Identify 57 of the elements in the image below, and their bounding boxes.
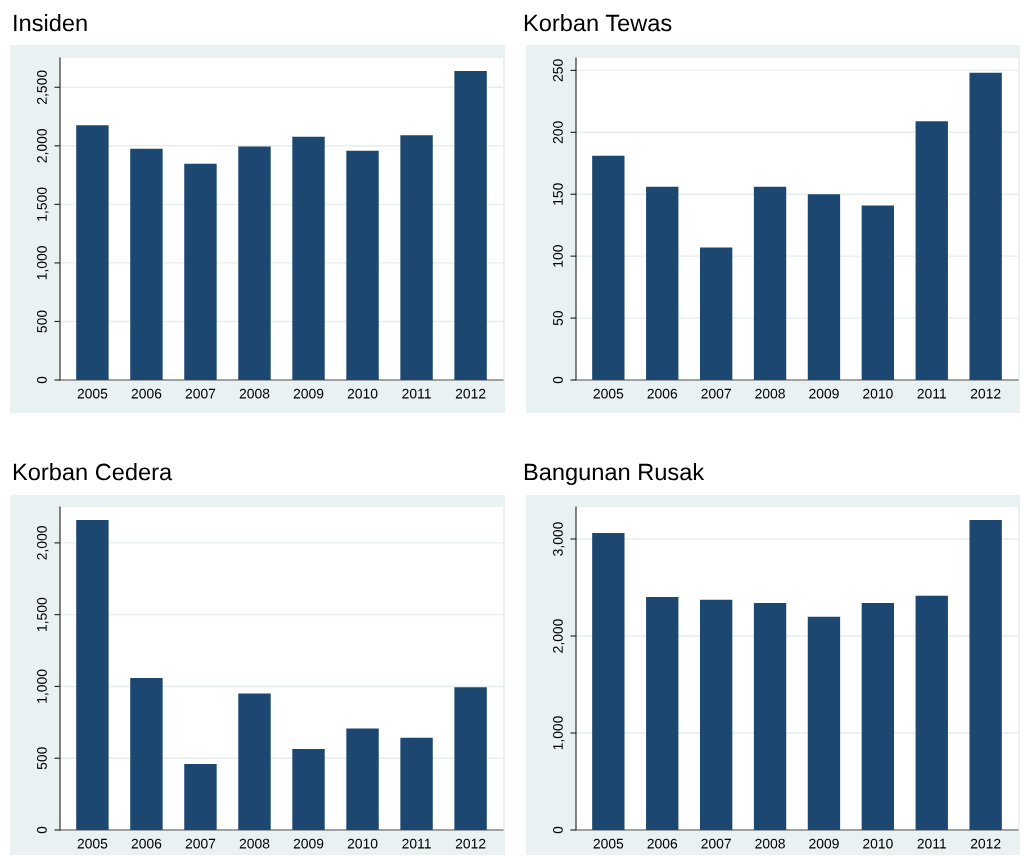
- x-tick-label: 2005: [593, 388, 624, 399]
- x-tick-label: 2011: [402, 388, 431, 399]
- x-tick-label: 2006: [647, 838, 678, 849]
- x-tick-label: 2008: [239, 388, 270, 399]
- y-tick-label: 0: [553, 376, 563, 384]
- x-tick-label: 2009: [293, 388, 324, 399]
- x-tick-label: 2009: [293, 838, 324, 849]
- y-tick-label: 1,500: [37, 597, 49, 631]
- y-tick-label: 2,000: [553, 619, 565, 653]
- y-tick-label: 1,000: [37, 669, 49, 703]
- x-tick-label: 2007: [185, 388, 216, 399]
- y-tick-label: 150: [553, 183, 563, 205]
- y-tick-label: 0: [37, 376, 47, 384]
- x-tick-label: 2006: [131, 838, 162, 849]
- y-tick-label: 50: [553, 310, 563, 326]
- y-tick-label: 1,500: [37, 187, 49, 221]
- x-tick-label: 2012: [455, 388, 486, 399]
- chart-title: Korban Tewas: [524, 14, 672, 32]
- x-tick-label: 2007: [701, 838, 731, 849]
- x-tick-label: 2006: [131, 388, 162, 399]
- x-tick-label: 2011: [402, 838, 431, 849]
- y-tick-label: 0: [37, 826, 47, 834]
- y-tick-label: 0: [553, 826, 563, 834]
- x-tick-label: 2008: [755, 388, 785, 399]
- y-tick-label: 200: [553, 121, 563, 144]
- y-tick-label: 2,000: [37, 526, 49, 560]
- x-tick-label: 2009: [809, 838, 839, 849]
- y-tick-label: 500: [37, 310, 47, 333]
- chart-title: Insiden: [14, 14, 87, 32]
- x-tick-label: 2012: [970, 838, 1001, 849]
- y-tick-label: 1,000: [553, 716, 565, 750]
- x-tick-label: 2010: [863, 838, 893, 849]
- y-tick-label: 2,000: [37, 128, 49, 163]
- y-tick-label: 2,500: [37, 70, 49, 104]
- x-tick-label: 2010: [347, 838, 378, 849]
- x-tick-label: 2009: [809, 388, 839, 399]
- x-tick-label: 2010: [347, 388, 378, 399]
- y-tick-label: 500: [37, 747, 47, 770]
- x-tick-label: 2010: [863, 388, 893, 399]
- x-tick-label: 2005: [593, 838, 624, 849]
- x-tick-label: 2012: [455, 838, 486, 849]
- x-tick-label: 2008: [755, 838, 785, 849]
- y-tick-label: 1,000: [37, 246, 49, 280]
- y-tick-label: 100: [553, 245, 563, 267]
- chart-title: Bangunan Rusak: [524, 462, 705, 485]
- x-tick-label: 2005: [77, 838, 108, 849]
- y-tick-label: 250: [553, 59, 563, 82]
- x-tick-label: 2006: [647, 388, 678, 399]
- x-tick-label: 2012: [970, 388, 1001, 399]
- x-tick-label: 2007: [185, 838, 216, 849]
- x-tick-label: 2011: [917, 388, 947, 399]
- x-tick-label: 2005: [77, 388, 108, 399]
- x-tick-label: 2007: [701, 388, 731, 399]
- chart-title: Korban Cedera: [13, 462, 173, 481]
- y-tick-label: 3,000: [553, 522, 565, 556]
- x-tick-label: 2011: [917, 838, 947, 849]
- x-tick-label: 2008: [239, 838, 270, 849]
